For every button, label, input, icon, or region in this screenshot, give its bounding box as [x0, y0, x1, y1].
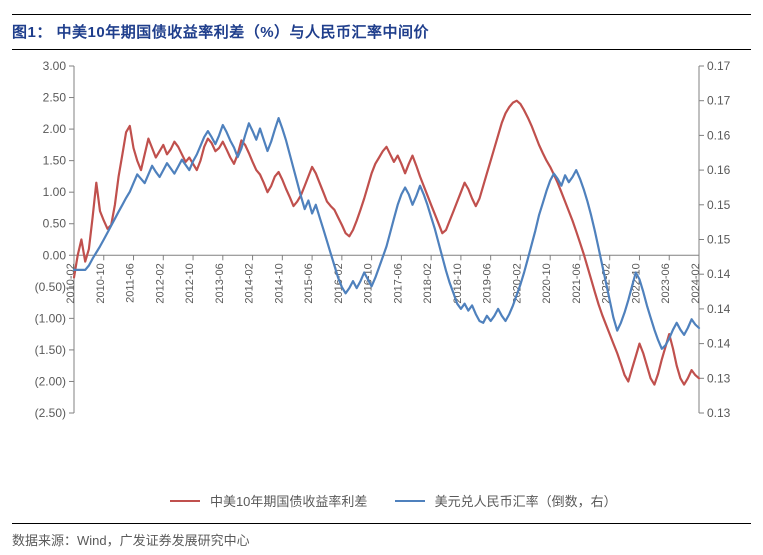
svg-text:2018-10: 2018-10	[452, 263, 464, 303]
svg-text:(1.00): (1.00)	[35, 311, 66, 325]
svg-text:2020-10: 2020-10	[541, 263, 553, 303]
svg-text:0.00: 0.00	[43, 248, 67, 262]
svg-text:0.15: 0.15	[707, 233, 731, 247]
svg-text:0.16: 0.16	[707, 128, 731, 142]
svg-text:2012-10: 2012-10	[184, 263, 196, 303]
svg-text:0.16: 0.16	[707, 163, 731, 177]
svg-text:0.17: 0.17	[707, 59, 731, 73]
svg-text:(2.50): (2.50)	[35, 406, 66, 420]
svg-text:2015-06: 2015-06	[303, 263, 315, 303]
svg-text:1.50: 1.50	[43, 154, 67, 168]
svg-text:0.50: 0.50	[43, 217, 67, 231]
source-bar: 数据来源：Wind，广发证券发展研究中心	[12, 523, 751, 549]
svg-text:2.00: 2.00	[43, 122, 67, 136]
svg-text:2017-06: 2017-06	[392, 263, 404, 303]
svg-text:2014-02: 2014-02	[244, 263, 256, 303]
plot-area: 3.00 2.50 2.00 1.50 1.00 0.50 0.00 (0.50) (1.00)…	[12, 58, 751, 505]
legend: 中美10年期国债收益率利差 美元兑人民币汇率（倒数，右）	[0, 491, 763, 510]
svg-text:2010-10: 2010-10	[95, 263, 107, 303]
svg-text:0.14: 0.14	[707, 267, 731, 281]
legend-swatch-series1	[170, 500, 200, 502]
title-bar: 图1： 中美10年期国债收益率利差（%）与人民币汇率中间价	[12, 14, 751, 50]
svg-text:0.13: 0.13	[707, 406, 731, 420]
chart-title: 图1： 中美10年期国债收益率利差（%）与人民币汇率中间价	[12, 21, 751, 42]
svg-text:2023-06: 2023-06	[660, 263, 672, 303]
legend-swatch-series2	[395, 500, 425, 502]
svg-text:(0.50): (0.50)	[35, 280, 66, 294]
svg-text:(2.00): (2.00)	[35, 374, 66, 388]
svg-text:0.13: 0.13	[707, 371, 731, 385]
svg-text:2011-06: 2011-06	[125, 263, 137, 303]
chart-svg: 3.00 2.50 2.00 1.50 1.00 0.50 0.00 (0.50) (1.00)…	[12, 58, 751, 505]
svg-text:0.15: 0.15	[707, 198, 731, 212]
svg-text:2014-10: 2014-10	[273, 263, 285, 303]
svg-text:2.50: 2.50	[43, 91, 67, 105]
svg-text:2012-02: 2012-02	[154, 263, 166, 303]
svg-text:2021-06: 2021-06	[571, 263, 583, 303]
svg-text:0.17: 0.17	[707, 94, 731, 108]
svg-text:2019-06: 2019-06	[482, 263, 494, 303]
svg-text:1.00: 1.00	[43, 185, 67, 199]
source-text: 数据来源：Wind，广发证券发展研究中心	[12, 533, 250, 548]
svg-text:(1.50): (1.50)	[35, 343, 66, 357]
svg-text:2018-02: 2018-02	[422, 263, 434, 303]
legend-label-series2: 美元兑人民币汇率（倒数，右）	[435, 494, 617, 509]
svg-text:2024-02: 2024-02	[690, 263, 702, 303]
svg-text:0.14: 0.14	[707, 302, 731, 316]
svg-text:2013-06: 2013-06	[214, 263, 226, 303]
svg-text:3.00: 3.00	[43, 59, 67, 73]
svg-text:0.14: 0.14	[707, 337, 731, 351]
figure-container: 图1： 中美10年期国债收益率利差（%）与人民币汇率中间价 3.00 2.50 2.…	[0, 0, 763, 555]
legend-label-series1: 中美10年期国债收益率利差	[210, 494, 367, 509]
